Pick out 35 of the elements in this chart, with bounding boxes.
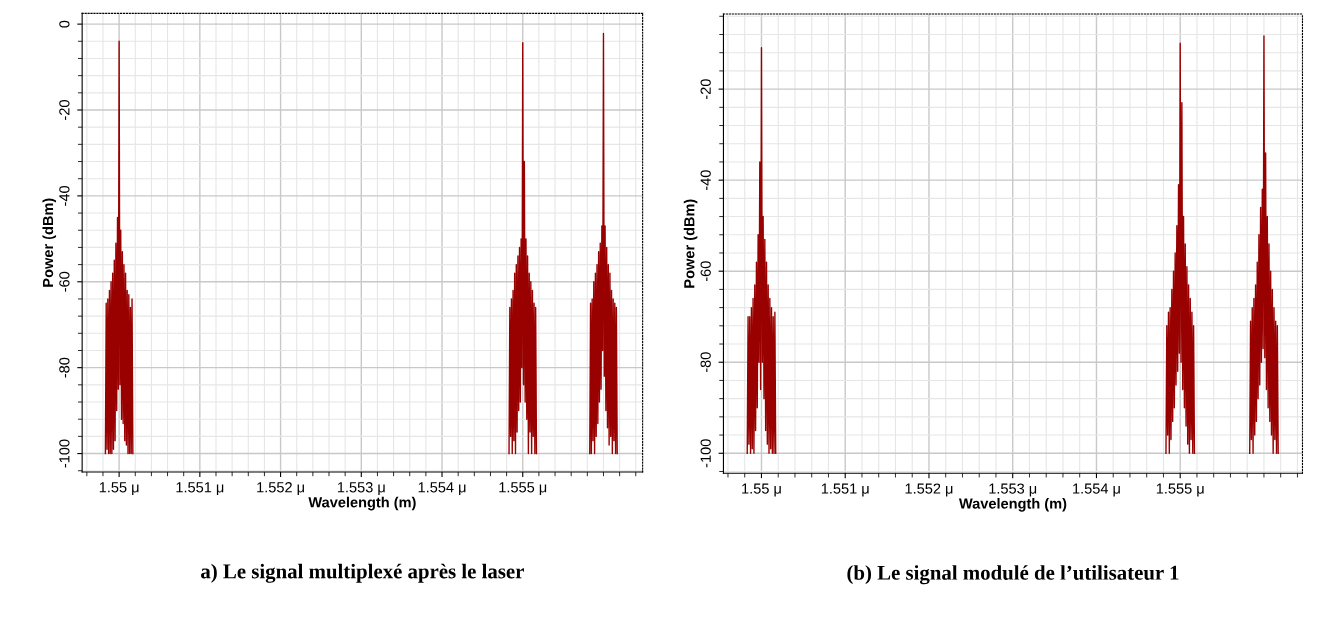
line-series xyxy=(746,47,777,454)
x-tick-label: 1.555 μ xyxy=(499,482,547,496)
x-tick-label: 1.551 μ xyxy=(176,482,224,496)
y-axis-title: Power (dBm) xyxy=(42,198,57,287)
y-tick-label: -100 xyxy=(700,439,711,468)
text: a) Le signal multiplexé après le laser xyxy=(201,563,524,583)
x-axis-title: Wavelength (m) xyxy=(958,498,1067,512)
line-series xyxy=(1165,42,1196,454)
y-tick-label: -20 xyxy=(59,100,70,120)
line-series xyxy=(589,32,618,455)
y-tick-label: -100 xyxy=(59,439,70,468)
y-tick-label: -80 xyxy=(700,352,711,373)
y-tick-label: -80 xyxy=(59,357,70,378)
y-tick-label: -40 xyxy=(59,185,70,206)
y-tick-label: -60 xyxy=(700,261,711,282)
x-axis-title: Wavelength (m) xyxy=(308,496,416,511)
x-tick-label: 1.555 μ xyxy=(1156,483,1204,497)
x-tick-label: 1.551 μ xyxy=(821,483,869,497)
text: (b) Le signal modulé de l’utilisateur 1 xyxy=(847,565,1179,585)
y-tick-label: -20 xyxy=(700,79,711,100)
x-tick-label: 1.554 μ xyxy=(418,482,466,496)
x-tick-label: 1.55 μ xyxy=(99,482,139,496)
x-tick-label: 1.552 μ xyxy=(905,483,953,497)
x-tick-label: 1.552 μ xyxy=(257,482,304,496)
line-series xyxy=(508,41,538,455)
y-tick-label: -40 xyxy=(700,170,711,191)
y-tick-label: -60 xyxy=(59,271,70,292)
x-tick-label: 1.553 μ xyxy=(989,483,1037,497)
y-tick-label: 0 xyxy=(59,20,70,28)
y-axis-title: Power (dBm) xyxy=(683,199,698,288)
line-series xyxy=(1249,35,1279,454)
line-series xyxy=(104,40,134,455)
x-tick-label: 1.553 μ xyxy=(337,482,385,496)
x-tick-label: 1.55 μ xyxy=(742,483,781,497)
x-tick-label: 1.554 μ xyxy=(1073,483,1120,497)
